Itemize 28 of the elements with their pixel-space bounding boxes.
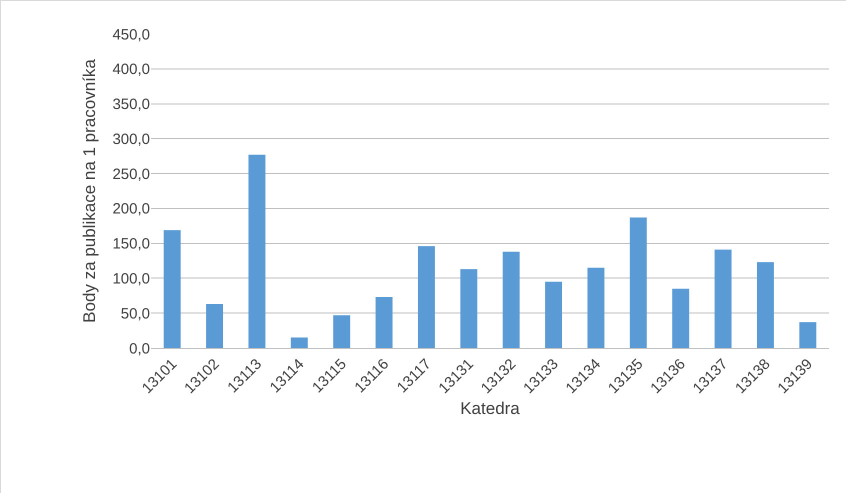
y-tick-label: 100,0 [112, 270, 150, 288]
y-tick-label: 0,0 [129, 340, 150, 358]
bar [460, 269, 478, 348]
bar [290, 338, 308, 348]
y-axis-title: Body za publikace na 1 pracovníka [80, 58, 100, 323]
y-tick-label: 200,0 [112, 200, 150, 218]
y-tick-label: 50,0 [120, 305, 150, 322]
bar [714, 250, 732, 348]
bar [672, 288, 690, 348]
bar [502, 252, 520, 348]
y-tick-label: 300,0 [112, 130, 150, 148]
bar [418, 246, 435, 348]
bar [756, 262, 774, 348]
bar [333, 315, 350, 348]
x-axis-title: Katedra [460, 399, 520, 418]
y-tick-label: 250,0 [112, 166, 150, 183]
bar [206, 304, 224, 348]
y-tick-label: 150,0 [112, 236, 150, 253]
y-tick-label: 450,0 [112, 26, 150, 44]
bar [799, 322, 816, 348]
bar [248, 154, 266, 348]
bar [164, 230, 181, 348]
bar [376, 297, 393, 348]
y-tick-label: 350,0 [112, 96, 150, 114]
bar [587, 268, 604, 348]
y-tick-label: 400,0 [112, 61, 150, 78]
bar [545, 282, 562, 348]
bar [630, 218, 647, 348]
